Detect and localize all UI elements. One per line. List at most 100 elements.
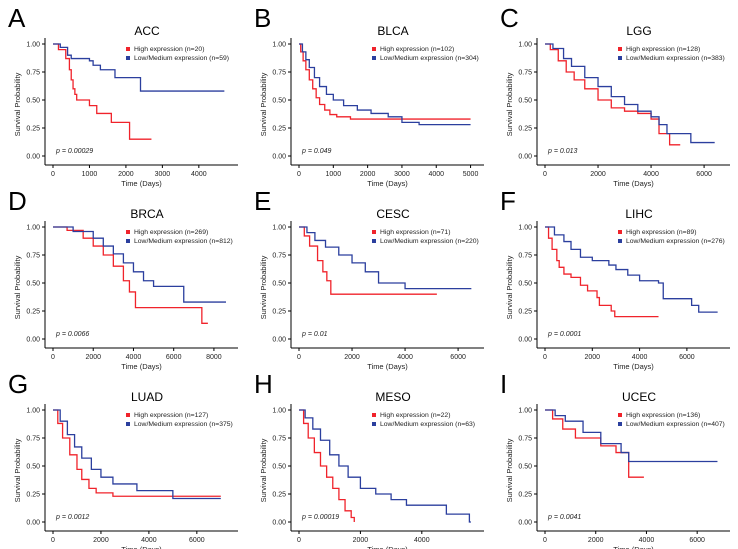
y-tick-label: 0.25 bbox=[272, 126, 286, 133]
legend-label: Low/Medium expression (n=63) bbox=[380, 421, 475, 428]
p-value: p = 0.013 bbox=[547, 148, 577, 155]
y-axis-label: Survival Probability bbox=[505, 438, 514, 502]
panel-letter: E bbox=[254, 186, 271, 216]
panel-letter: B bbox=[254, 3, 271, 33]
y-tick-label: 0.00 bbox=[26, 154, 40, 161]
x-tick-label: 2000 bbox=[93, 537, 109, 544]
legend-label: Low/Medium expression (n=375) bbox=[134, 421, 233, 428]
y-tick-label: 1.00 bbox=[518, 42, 532, 49]
p-value: p = 0.0001 bbox=[547, 331, 581, 338]
y-tick-label: 0.25 bbox=[26, 126, 40, 133]
panel-c: C LGG 0.00 0.25 0.50 0.75 1.00 0 2000 4000 6000 Tim… bbox=[500, 3, 730, 188]
panel-letter: G bbox=[8, 369, 28, 399]
x-tick-label: 0 bbox=[297, 537, 301, 544]
y-tick-label: 0.75 bbox=[518, 70, 532, 77]
legend-label: Low/Medium expression (n=812) bbox=[134, 238, 233, 245]
y-tick-label: 0.50 bbox=[272, 281, 286, 288]
y-tick-label: 0.50 bbox=[26, 281, 40, 288]
y-tick-label: 0.00 bbox=[518, 520, 532, 527]
legend-swatch bbox=[126, 413, 130, 417]
x-tick-label: 3000 bbox=[394, 171, 410, 178]
y-tick-label: 0.25 bbox=[272, 309, 286, 316]
y-tick-label: 0.50 bbox=[518, 464, 532, 471]
x-tick-label: 2000 bbox=[353, 537, 369, 544]
panel-letter: I bbox=[500, 369, 507, 399]
x-axis-label: Time (Days) bbox=[613, 362, 654, 371]
panel-e: E CESC 0.00 0.25 0.50 0.75 1.00 0 2000 4000 6000 Ti… bbox=[254, 186, 484, 371]
panel-letter: D bbox=[8, 186, 27, 216]
high-expression-curve bbox=[53, 43, 152, 140]
y-tick-label: 0.50 bbox=[26, 98, 40, 105]
y-tick-label: 1.00 bbox=[272, 225, 286, 232]
y-tick-label: 0.75 bbox=[26, 70, 40, 77]
legend-swatch bbox=[372, 422, 376, 426]
y-axis-label: Survival Probability bbox=[13, 255, 22, 319]
y-tick-label: 0.00 bbox=[272, 154, 286, 161]
panel-letter: F bbox=[500, 186, 516, 216]
legend-swatch bbox=[372, 230, 376, 234]
y-tick-label: 1.00 bbox=[26, 408, 40, 415]
low-expression-curve bbox=[299, 226, 472, 290]
p-value: p = 0.00029 bbox=[55, 148, 93, 155]
low-expression-curve bbox=[545, 226, 718, 313]
x-axis-label: Time (Days) bbox=[367, 362, 408, 371]
x-tick-label: 0 bbox=[297, 171, 301, 178]
x-tick-label: 2000 bbox=[585, 354, 601, 361]
p-value: p = 0.049 bbox=[301, 148, 331, 155]
high-expression-curve bbox=[53, 409, 221, 497]
legend-swatch bbox=[372, 56, 376, 60]
low-expression-curve bbox=[53, 226, 226, 303]
y-tick-label: 1.00 bbox=[518, 225, 532, 232]
legend-label: High expression (n=20) bbox=[134, 46, 204, 53]
y-tick-label: 0.00 bbox=[518, 337, 532, 344]
panel-h: H MESO 0.00 0.25 0.50 0.75 1.00 0 2000 4000 Time (… bbox=[254, 369, 484, 549]
legend-swatch bbox=[618, 239, 622, 243]
y-tick-label: 0.00 bbox=[26, 337, 40, 344]
y-tick-label: 1.00 bbox=[26, 42, 40, 49]
x-axis-label: Time (Days) bbox=[121, 179, 162, 188]
x-tick-label: 2000 bbox=[85, 354, 101, 361]
x-tick-label: 4000 bbox=[632, 354, 648, 361]
legend-swatch bbox=[372, 47, 376, 51]
x-tick-label: 4000 bbox=[191, 171, 207, 178]
x-axis-label: Time (Days) bbox=[367, 545, 408, 549]
legend-label: High expression (n=102) bbox=[380, 46, 454, 53]
y-axis-label: Survival Probability bbox=[259, 255, 268, 319]
x-tick-label: 4000 bbox=[643, 171, 659, 178]
p-value: p = 0.00019 bbox=[301, 514, 339, 521]
high-expression-curve bbox=[545, 43, 681, 146]
panel-title: LIHC bbox=[625, 207, 653, 221]
panel-title: LGG bbox=[626, 24, 651, 38]
panel-b: B BLCA 0.00 0.25 0.50 0.75 1.00 0 1000 2000 3000 40… bbox=[254, 3, 484, 188]
x-tick-label: 4000 bbox=[126, 354, 142, 361]
legend-swatch bbox=[372, 413, 376, 417]
low-expression-curve bbox=[53, 409, 221, 500]
legend-label: High expression (n=22) bbox=[380, 412, 450, 419]
p-value: p = 0.0041 bbox=[547, 514, 581, 521]
legend-label: High expression (n=127) bbox=[134, 412, 208, 419]
y-tick-label: 0.75 bbox=[518, 253, 532, 260]
x-tick-label: 0 bbox=[297, 354, 301, 361]
x-tick-label: 0 bbox=[51, 537, 55, 544]
x-axis-label: Time (Days) bbox=[121, 362, 162, 371]
y-tick-label: 0.25 bbox=[272, 492, 286, 499]
panel-d: D BRCA 0.00 0.25 0.50 0.75 1.00 0 2000 4000 6000 80… bbox=[8, 186, 238, 371]
x-axis-label: Time (Days) bbox=[367, 179, 408, 188]
p-value: p = 0.01 bbox=[301, 331, 328, 338]
y-tick-label: 0.75 bbox=[272, 253, 286, 260]
panel-title: CESC bbox=[376, 207, 410, 221]
y-axis-label: Survival Probability bbox=[259, 72, 268, 136]
x-tick-label: 6000 bbox=[450, 354, 466, 361]
y-tick-label: 1.00 bbox=[272, 408, 286, 415]
y-axis-label: Survival Probability bbox=[13, 438, 22, 502]
high-expression-curve bbox=[299, 43, 471, 120]
x-tick-label: 2000 bbox=[588, 537, 604, 544]
x-tick-label: 3000 bbox=[155, 171, 171, 178]
y-tick-label: 0.00 bbox=[518, 154, 532, 161]
x-tick-label: 0 bbox=[543, 171, 547, 178]
y-tick-label: 0.25 bbox=[26, 492, 40, 499]
panel-letter: A bbox=[8, 3, 26, 33]
y-tick-label: 0.25 bbox=[26, 309, 40, 316]
panel-title: LUAD bbox=[131, 390, 163, 404]
panel-letter: C bbox=[500, 3, 519, 33]
